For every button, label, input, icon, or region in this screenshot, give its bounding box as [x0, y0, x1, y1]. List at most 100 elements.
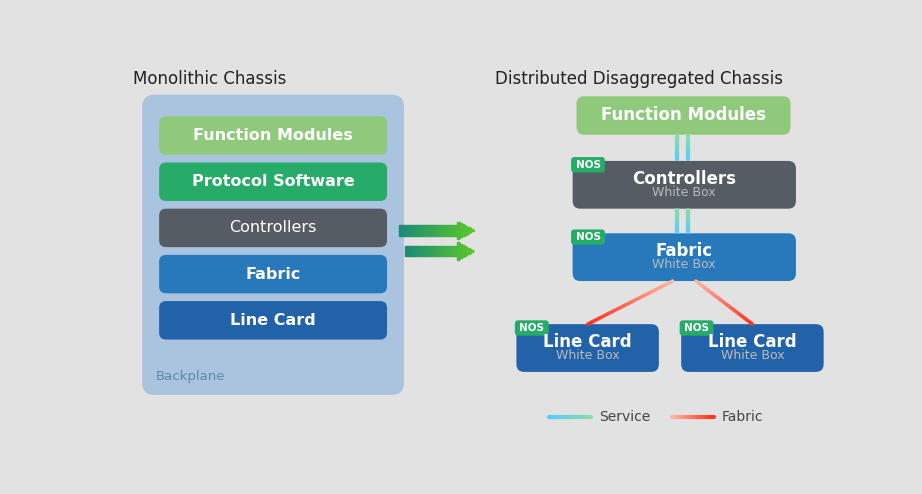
Bar — [440, 246, 441, 256]
Text: Function Modules: Function Modules — [601, 107, 766, 124]
FancyBboxPatch shape — [160, 208, 387, 247]
Text: Function Modules: Function Modules — [194, 128, 353, 143]
Bar — [424, 246, 426, 256]
Bar — [469, 228, 471, 232]
Bar — [415, 225, 417, 236]
Bar — [463, 246, 465, 257]
FancyBboxPatch shape — [160, 301, 387, 339]
Bar — [438, 246, 440, 256]
Text: Controllers: Controllers — [230, 220, 317, 236]
Bar — [412, 246, 413, 256]
FancyBboxPatch shape — [142, 95, 404, 395]
FancyBboxPatch shape — [573, 233, 796, 281]
Bar — [433, 225, 435, 236]
Bar — [446, 246, 448, 256]
Bar — [426, 246, 427, 256]
Bar — [454, 246, 455, 256]
Bar — [431, 246, 432, 256]
Bar — [421, 246, 423, 256]
Bar — [438, 225, 440, 236]
FancyBboxPatch shape — [681, 324, 823, 372]
Bar — [403, 225, 405, 236]
Bar — [459, 243, 460, 259]
Bar — [408, 246, 409, 256]
Bar — [445, 225, 447, 236]
FancyBboxPatch shape — [571, 157, 605, 172]
Bar — [453, 225, 455, 236]
Bar — [427, 246, 429, 256]
Bar — [415, 246, 416, 256]
FancyBboxPatch shape — [571, 229, 605, 245]
FancyBboxPatch shape — [160, 255, 387, 293]
Bar — [421, 225, 423, 236]
Bar — [456, 246, 457, 256]
Bar — [419, 246, 420, 256]
Bar — [452, 246, 454, 256]
Text: White Box: White Box — [556, 349, 620, 362]
Text: NOS: NOS — [519, 323, 544, 333]
Bar — [473, 230, 474, 231]
Bar — [413, 246, 415, 256]
Bar — [468, 248, 470, 253]
Bar — [443, 225, 445, 236]
Text: Protocol Software: Protocol Software — [192, 174, 354, 189]
Bar — [466, 247, 467, 255]
Text: NOS: NOS — [575, 160, 600, 170]
Text: Line Card: Line Card — [708, 333, 797, 351]
Bar — [456, 225, 457, 236]
Bar — [471, 229, 473, 232]
Bar — [431, 225, 433, 236]
Bar — [430, 246, 431, 256]
Bar — [460, 223, 462, 237]
Bar — [407, 225, 408, 236]
Bar — [455, 246, 456, 256]
Text: White Box: White Box — [721, 349, 785, 362]
Bar — [467, 227, 468, 234]
Bar — [448, 246, 449, 256]
Bar — [470, 249, 471, 253]
Bar — [445, 246, 446, 256]
Bar — [410, 246, 412, 256]
Bar — [455, 225, 456, 236]
Bar — [410, 225, 412, 236]
Bar — [443, 246, 445, 256]
Bar — [460, 244, 462, 258]
Bar — [405, 225, 407, 236]
Bar — [409, 246, 410, 256]
Bar — [437, 246, 438, 256]
Text: Service: Service — [598, 410, 650, 423]
Text: Fabric: Fabric — [722, 410, 763, 423]
Bar — [420, 246, 421, 256]
Bar — [412, 225, 414, 236]
Text: Distributed Disaggregated Chassis: Distributed Disaggregated Chassis — [495, 70, 783, 88]
Bar — [435, 246, 437, 256]
Bar — [427, 225, 429, 236]
Text: Line Card: Line Card — [230, 313, 316, 328]
Bar — [416, 246, 418, 256]
FancyBboxPatch shape — [514, 320, 549, 336]
Bar — [449, 246, 451, 256]
Bar — [441, 246, 443, 256]
Bar — [457, 243, 459, 260]
Bar — [473, 250, 474, 251]
Bar — [457, 222, 459, 239]
Text: Monolithic Chassis: Monolithic Chassis — [133, 70, 287, 88]
Bar — [465, 226, 467, 235]
Text: Fabric: Fabric — [656, 242, 713, 260]
Bar — [462, 245, 463, 257]
Text: NOS: NOS — [575, 232, 600, 242]
Bar — [465, 246, 466, 256]
Bar — [417, 225, 419, 236]
Bar — [467, 247, 468, 254]
Bar — [429, 246, 430, 256]
Bar — [409, 225, 410, 236]
Bar — [468, 227, 469, 233]
Text: Line Card: Line Card — [543, 333, 632, 351]
Bar — [418, 246, 419, 256]
Bar — [448, 225, 450, 236]
Bar — [432, 246, 434, 256]
Bar — [435, 225, 436, 236]
Text: Backplane: Backplane — [156, 370, 226, 383]
Bar — [405, 246, 407, 256]
Text: White Box: White Box — [653, 258, 716, 271]
